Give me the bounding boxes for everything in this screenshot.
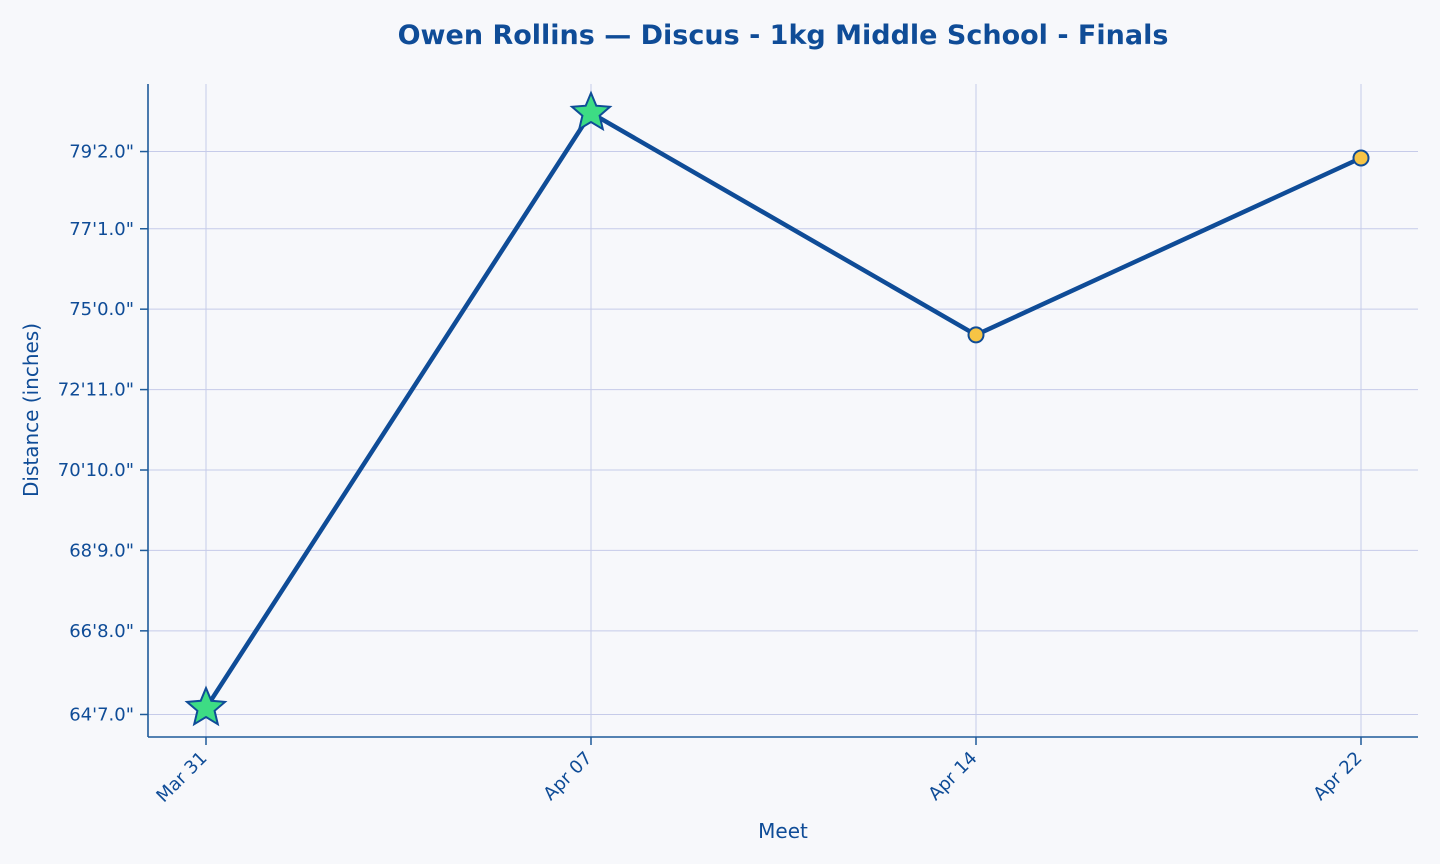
y-tick-label: 64'7.0" xyxy=(69,704,134,725)
x-tick-label: Mar 31 xyxy=(152,748,211,807)
y-axis-ticks: 64'7.0" 66'8.0" 68'9.0" 70'10.0" 72'11.0" 75'… xyxy=(58,142,148,725)
data-point xyxy=(1352,149,1370,167)
data-point-star xyxy=(569,90,613,132)
data-point xyxy=(967,326,985,344)
x-axis-ticks: Mar 31 Apr 07 Apr 14 Apr 22 xyxy=(152,737,1367,807)
y-axis-label: Distance (inches) xyxy=(19,323,43,497)
x-axis-label: Meet xyxy=(758,819,808,843)
y-tick-label: 68'9.0" xyxy=(69,540,134,561)
y-tick-label: 72'11.0" xyxy=(58,380,134,401)
y-tick-label: 79'2.0" xyxy=(69,142,134,163)
y-tick-label: 77'1.0" xyxy=(69,219,134,240)
x-tick-label: Apr 07 xyxy=(539,748,596,805)
x-tick-label: Apr 22 xyxy=(1309,748,1366,805)
y-tick-label: 66'8.0" xyxy=(69,621,134,642)
y-tick-label: 75'0.0" xyxy=(69,299,134,320)
series-line xyxy=(204,110,1362,710)
chart-title: Owen Rollins — Discus - 1kg Middle Schoo… xyxy=(398,20,1169,51)
series xyxy=(184,90,1370,727)
axes xyxy=(147,84,1418,738)
x-tick-label: Apr 14 xyxy=(924,748,981,805)
grid-lines xyxy=(148,84,1418,737)
data-point-star xyxy=(184,685,228,727)
y-tick-label: 70'10.0" xyxy=(58,460,134,481)
